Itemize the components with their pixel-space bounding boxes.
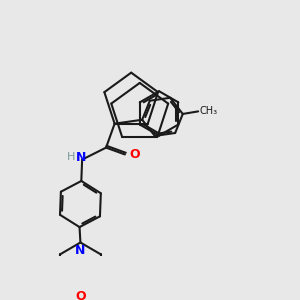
Text: O: O [129,148,140,161]
Text: H: H [67,152,75,162]
Text: CH₃: CH₃ [200,106,218,116]
Text: N: N [75,244,85,257]
Text: N: N [76,151,86,164]
Text: O: O [75,290,86,300]
